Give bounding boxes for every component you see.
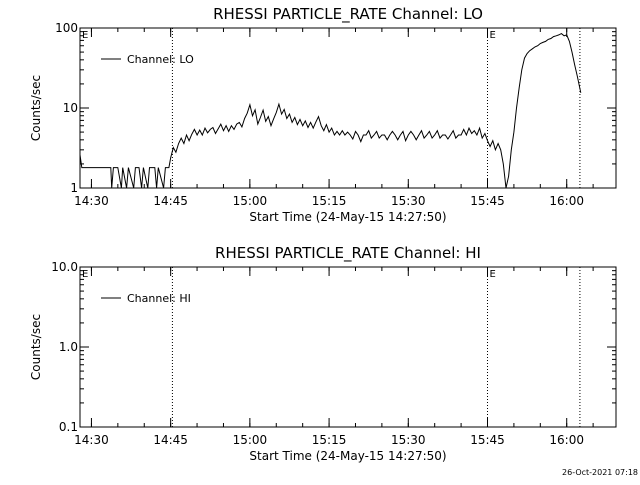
chart-title: RHESSI PARTICLE_RATE Channel: LO — [213, 5, 483, 24]
x-tick-label: 15:15 — [312, 433, 347, 447]
y-axis-label: Counts/sec — [29, 314, 43, 380]
x-tick-label: 14:30 — [74, 194, 109, 208]
x-axis-label: Start Time (24-May-15 14:27:50) — [249, 210, 446, 224]
chart-title: RHESSI PARTICLE_RATE Channel: HI — [215, 244, 481, 263]
corner-event-label: E — [82, 269, 88, 280]
series-line-1 — [79, 33, 582, 189]
x-tick-label: 14:45 — [153, 194, 188, 208]
plot-frame — [79, 27, 617, 189]
x-tick-label: 14:30 — [74, 433, 109, 447]
legend-entry: Channel: HI — [127, 292, 191, 305]
event-marker-label: E — [490, 30, 496, 41]
y-tick-label: 100 — [55, 21, 78, 35]
footer-timestamp: 26-Oct-2021 07:18 — [562, 468, 638, 477]
event-marker-label: E — [490, 269, 496, 280]
panel-hi-channel: RHESSI PARTICLE_RATE Channel: HI 0.1 1.0 10… — [29, 244, 617, 463]
x-tick-label: 15:30 — [391, 194, 426, 208]
x-tick-label: 15:45 — [470, 194, 505, 208]
y-tick-label: 10.0 — [51, 260, 78, 274]
x-axis-label: Start Time (24-May-15 14:27:50) — [249, 449, 446, 463]
x-tick-label: 15:45 — [470, 433, 505, 447]
x-tick-label: 16:00 — [549, 433, 584, 447]
y-tick-label: 0.1 — [59, 420, 78, 434]
y-tick-label: 1.0 — [59, 340, 78, 354]
y-axis-label: Counts/sec — [29, 75, 43, 141]
x-tick-label: 15:00 — [233, 194, 268, 208]
x-tick-label: 15:30 — [391, 433, 426, 447]
x-tick-label: 15:15 — [312, 194, 347, 208]
y-tick-label: 1 — [70, 181, 78, 195]
legend-entry: Channel: LO — [127, 53, 194, 66]
panel-lo-channel: RHESSI PARTICLE_RATE Channel: LO 1 10 100 14… — [29, 5, 617, 224]
x-tick-label: 14:45 — [153, 433, 188, 447]
x-tick-label: 16:00 — [549, 194, 584, 208]
corner-event-label: E — [82, 30, 88, 41]
x-tick-label: 15:00 — [233, 433, 268, 447]
y-tick-label: 10 — [63, 101, 78, 115]
plot-frame — [79, 266, 617, 428]
